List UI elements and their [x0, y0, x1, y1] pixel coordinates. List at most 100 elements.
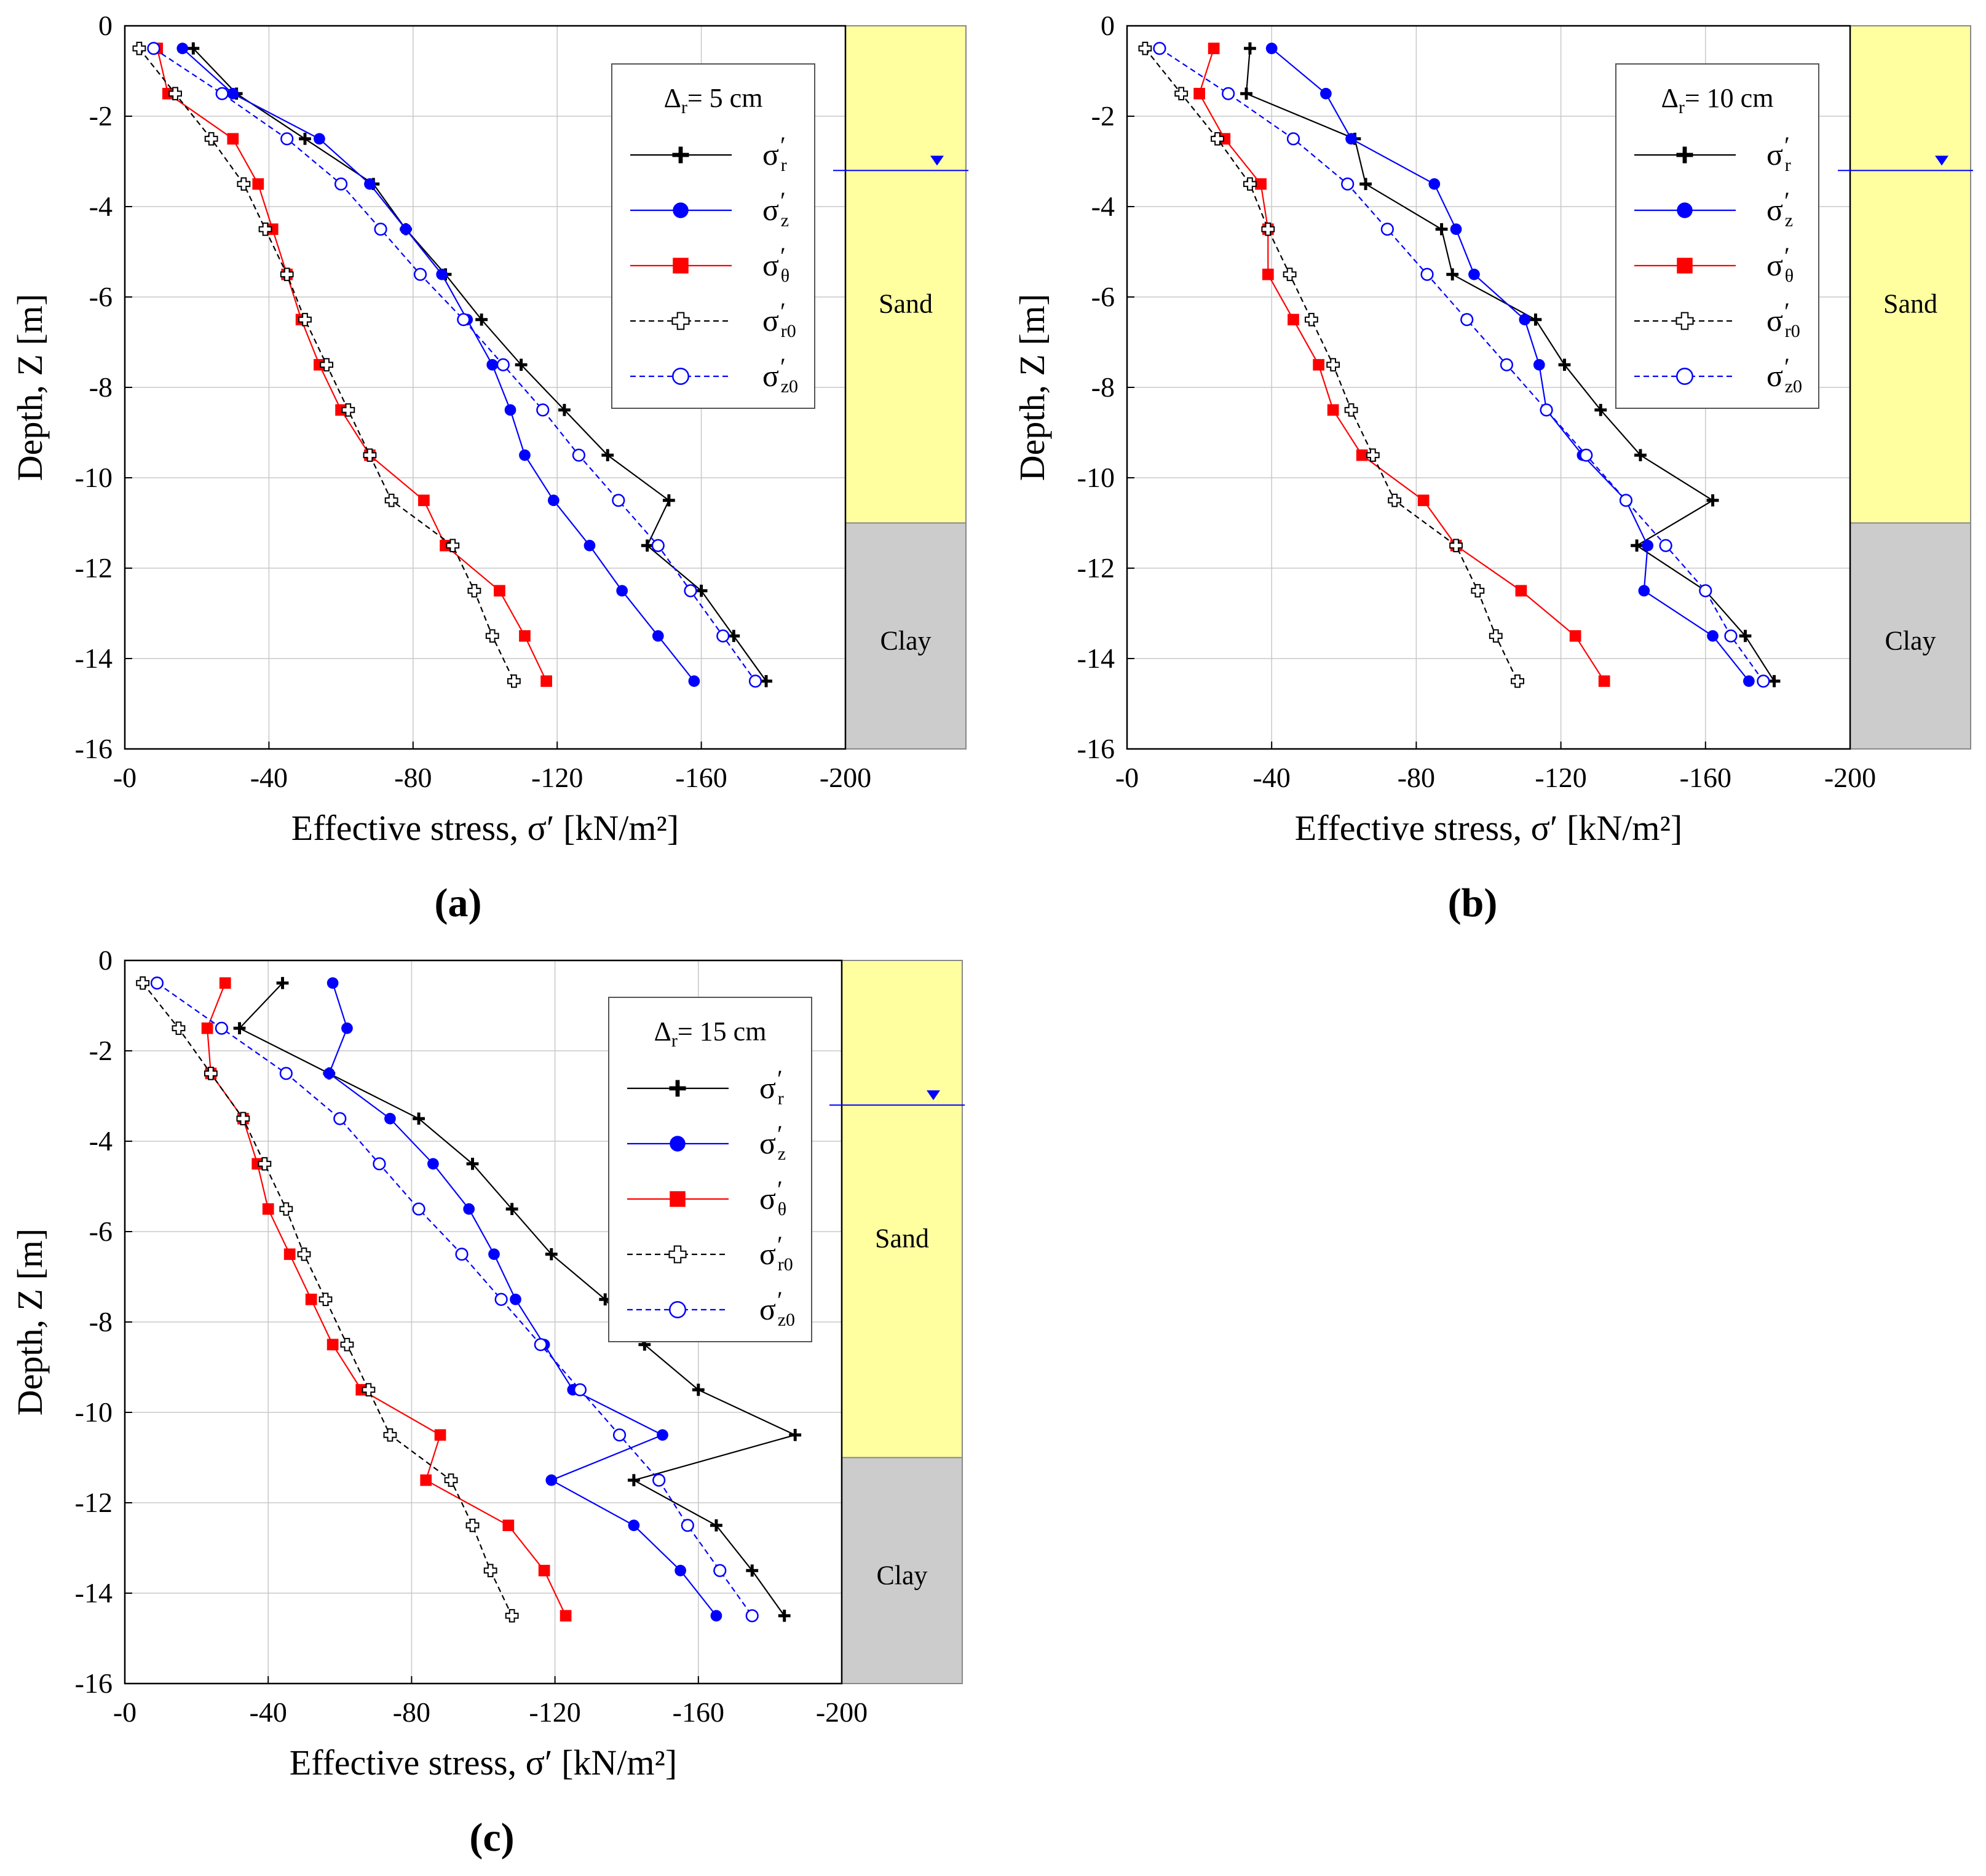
legend-sigma: σ: [762, 137, 779, 172]
data-point-r: [1240, 87, 1252, 100]
panel-caption: (c): [469, 1815, 514, 1860]
legend: Δr= 5 cmσ′ rσ′ zσ′ θσ′ r0σ′ z0: [611, 63, 815, 409]
legend-sub: z0: [778, 1310, 795, 1330]
x-tick-label: -0: [113, 762, 136, 793]
data-point-r: [1435, 223, 1448, 235]
legend-title: Δr= 5 cm: [664, 83, 763, 117]
data-point-z0: [1500, 358, 1513, 371]
legend-sigma: σ: [759, 1181, 776, 1216]
data-point-z0: [612, 1428, 627, 1442]
x-tick-label: -200: [1824, 762, 1876, 793]
y-tick-label: 0: [98, 10, 113, 41]
data-point-theta: [219, 977, 231, 989]
x-tick-label: -160: [675, 762, 727, 793]
data-point-r: [1631, 539, 1643, 552]
data-point-r0: [465, 1518, 480, 1532]
y-tick-label: -12: [75, 1487, 113, 1518]
data-point-r0: [1471, 584, 1485, 598]
data-point-z: [427, 1158, 439, 1170]
data-point-r: [1446, 268, 1459, 281]
data-point-r: [727, 630, 740, 643]
data-point-r0: [1243, 177, 1257, 191]
data-point-r0: [1366, 448, 1380, 462]
data-point-theta: [227, 133, 239, 145]
data-point-z0: [279, 1067, 293, 1080]
x-axis-label: Effective stress, σ′ [kN/m²]: [291, 808, 679, 848]
data-point-z0: [455, 1248, 469, 1261]
legend-marker-z0: [669, 1301, 686, 1318]
data-point-z: [463, 1203, 475, 1215]
data-point-z: [1642, 539, 1654, 552]
data-point-r0: [237, 177, 251, 191]
clay-layer: [1850, 522, 1971, 750]
data-point-theta: [1327, 404, 1339, 416]
legend-prime: ′: [777, 1286, 783, 1314]
data-point-r0: [168, 87, 182, 101]
x-axis-label: Effective stress, σ′ [kN/m²]: [1295, 808, 1682, 848]
y-axis-label: Depth, Z [m]: [10, 294, 50, 481]
legend-title-suffix: = 15 cm: [678, 1016, 767, 1047]
data-point-r0: [362, 1383, 376, 1397]
legend-sub: z0: [1785, 376, 1802, 397]
clay-layer: [841, 1457, 963, 1684]
data-point-r0: [1283, 267, 1297, 282]
data-point-r0: [444, 1473, 458, 1487]
data-point-z0: [374, 223, 387, 236]
data-point-r0: [1261, 222, 1275, 236]
data-point-r: [466, 1157, 479, 1170]
data-point-z0: [1540, 403, 1553, 417]
y-tick-label: -4: [89, 1125, 113, 1157]
data-point-z: [486, 358, 499, 371]
legend-title-prefix: Δ: [1661, 83, 1679, 113]
data-point-r0: [383, 1428, 397, 1442]
data-point-r: [746, 1564, 759, 1577]
legend-prime: ′: [777, 1231, 783, 1259]
legend-prime: ′: [1784, 353, 1790, 381]
data-point-r0: [1489, 629, 1503, 643]
legend-label-r: σ′ r: [762, 132, 787, 175]
legend-label-z: σ′ z: [1766, 187, 1793, 231]
panel-caption: (b): [1448, 881, 1498, 925]
data-point-r0: [1388, 493, 1402, 507]
data-point-z0: [150, 976, 164, 990]
legend-title-suffix: = 5 cm: [687, 83, 763, 113]
data-point-theta: [1208, 42, 1220, 55]
data-point-r: [695, 584, 708, 597]
legend-label-theta: σ′ θ: [1766, 242, 1794, 286]
data-point-theta: [434, 1429, 446, 1441]
data-point-r0: [363, 448, 377, 462]
water-table-icon: [1935, 156, 1948, 166]
water-table-icon: [930, 156, 944, 166]
data-point-r: [1529, 313, 1542, 326]
data-point-z: [545, 1474, 558, 1486]
data-point-theta: [1417, 494, 1430, 507]
data-point-z0: [573, 1383, 587, 1396]
data-point-r0: [172, 1021, 186, 1035]
legend-label-r0: σ′ r0: [759, 1231, 793, 1275]
data-point-r: [1594, 403, 1607, 416]
data-point-z0: [1724, 629, 1738, 643]
data-point-z: [384, 1112, 396, 1125]
data-point-r: [789, 1428, 802, 1441]
data-point-theta: [420, 1474, 432, 1486]
legend-label-r0: σ′ r0: [762, 298, 796, 341]
plot-frame: [124, 959, 843, 1685]
y-tick-label: -14: [1077, 643, 1115, 674]
data-point-z0: [651, 539, 665, 552]
data-point-z: [616, 585, 628, 597]
data-point-z: [341, 1022, 353, 1034]
legend-title-sub: r: [681, 97, 687, 117]
data-point-z0: [684, 584, 697, 598]
plot-frame: [124, 25, 847, 750]
data-point-theta: [326, 1339, 339, 1351]
data-point-r0: [1138, 41, 1152, 55]
data-point-z: [364, 178, 376, 190]
data-point-theta: [519, 630, 531, 642]
data-point-z: [547, 494, 560, 507]
legend-title-prefix: Δ: [664, 83, 681, 113]
plot-frame: [1126, 25, 1851, 750]
data-point-r0: [318, 1292, 333, 1307]
legend-marker-z0: [672, 368, 689, 385]
data-point-r: [1768, 675, 1781, 687]
legend-label-theta: σ′ θ: [759, 1176, 786, 1219]
